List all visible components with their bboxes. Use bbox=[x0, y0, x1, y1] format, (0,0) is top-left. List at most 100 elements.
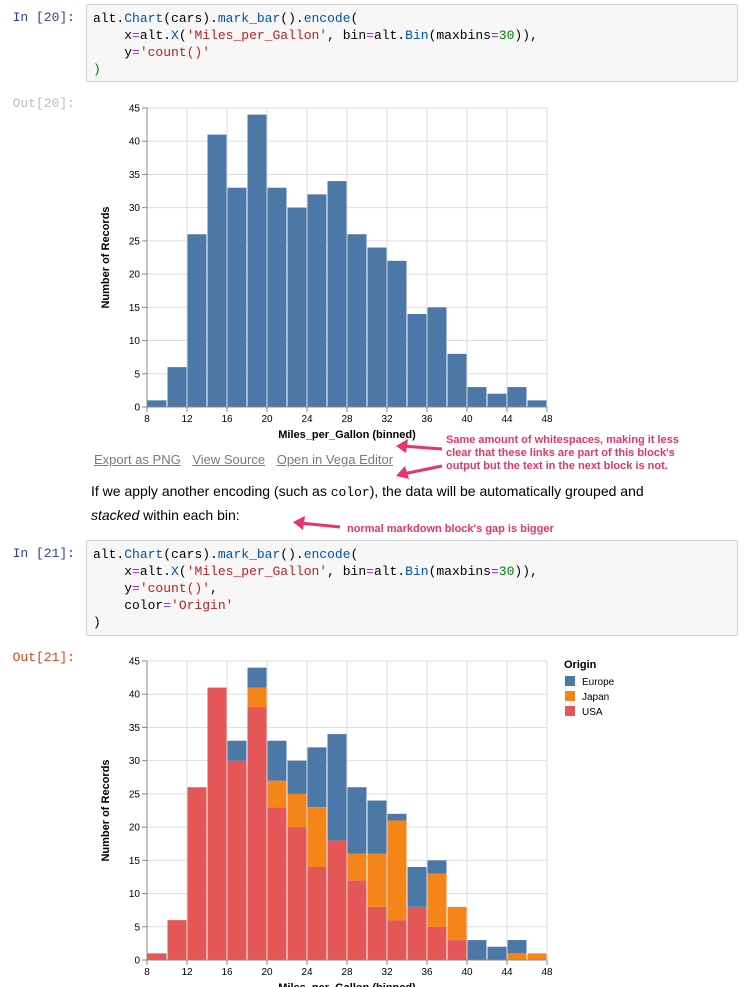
code-token: )), bbox=[514, 564, 538, 579]
code-token: ( bbox=[178, 28, 187, 43]
bar bbox=[307, 807, 327, 867]
code-token: 30 bbox=[498, 28, 515, 43]
x-tick-label: 20 bbox=[261, 967, 273, 978]
bar bbox=[147, 953, 167, 960]
bar bbox=[427, 873, 447, 927]
view-source-link[interactable]: View Source bbox=[192, 452, 266, 467]
code-token: ) bbox=[93, 62, 101, 77]
code-token: Bin bbox=[405, 28, 429, 43]
bar bbox=[327, 840, 347, 960]
legend: Origin Europe Japan USA bbox=[564, 659, 615, 718]
bar bbox=[267, 187, 287, 407]
code-token: = bbox=[163, 598, 172, 613]
y-tick-label: 20 bbox=[129, 270, 141, 281]
bar bbox=[247, 667, 267, 688]
y-tick-label: 30 bbox=[129, 756, 141, 767]
code-token: alt bbox=[139, 28, 164, 43]
annotation-line: clear that these links are part of this … bbox=[446, 447, 675, 459]
bar bbox=[507, 940, 527, 954]
code-token: , bin bbox=[327, 28, 367, 43]
bar bbox=[187, 787, 207, 960]
y-tick-label: 5 bbox=[134, 922, 140, 933]
y-tick-label: 35 bbox=[129, 723, 141, 734]
x-tick-label: 24 bbox=[301, 967, 313, 978]
code-token: Chart bbox=[124, 11, 164, 26]
bar bbox=[387, 813, 407, 821]
code-cell-input[interactable]: alt.Chart(cars).mark_bar().encode( x=alt… bbox=[86, 4, 738, 82]
x-tick-label: 28 bbox=[341, 414, 353, 425]
code-token: . bbox=[295, 11, 304, 26]
y-tick-label: 25 bbox=[129, 789, 141, 800]
x-tick-label: 16 bbox=[221, 967, 233, 978]
code-token: . bbox=[397, 28, 406, 43]
bar bbox=[287, 207, 307, 407]
legend-label: Europe bbox=[582, 677, 615, 688]
code-token: mark_bar bbox=[217, 11, 281, 26]
code-token: = bbox=[132, 581, 140, 596]
code-token: = bbox=[132, 28, 140, 43]
x-tick-label: 32 bbox=[381, 414, 393, 425]
x-tick-label: 40 bbox=[461, 414, 473, 425]
y-tick-label: 30 bbox=[129, 203, 141, 214]
bar bbox=[187, 234, 207, 407]
annotation-note: Same amount of whitespaces, making it le… bbox=[446, 434, 679, 473]
code-token: x bbox=[93, 564, 133, 579]
code-token: ( bbox=[350, 11, 359, 26]
bar bbox=[367, 800, 387, 854]
code-token: . bbox=[210, 547, 218, 562]
code-token: . bbox=[210, 11, 218, 26]
bar bbox=[507, 953, 527, 960]
bar bbox=[167, 920, 187, 960]
code-token: . bbox=[116, 547, 125, 562]
markdown-italic: stacked bbox=[91, 507, 140, 523]
code-token: alt bbox=[93, 11, 117, 26]
x-axis-title: Miles_per_Gallon (binned) bbox=[278, 429, 416, 441]
y-tick-label: 20 bbox=[129, 823, 141, 834]
y-tick-label: 40 bbox=[129, 690, 141, 701]
x-tick-label: 24 bbox=[301, 414, 313, 425]
bar bbox=[347, 234, 367, 407]
code-token: . bbox=[163, 564, 172, 579]
legend-swatch bbox=[565, 706, 575, 716]
annotation-note: normal markdown block's gap is bigger bbox=[347, 523, 554, 535]
bar bbox=[387, 260, 407, 407]
x-tick-label: 48 bbox=[541, 967, 553, 978]
code-token: 'count()' bbox=[139, 45, 211, 60]
bar bbox=[227, 760, 247, 960]
export-png-link[interactable]: Export as PNG bbox=[94, 452, 181, 467]
open-vega-editor-link[interactable]: Open in Vega Editor bbox=[276, 452, 394, 467]
bar bbox=[447, 353, 467, 407]
code-token: x bbox=[93, 28, 133, 43]
bar bbox=[307, 747, 327, 808]
bar bbox=[227, 187, 247, 407]
markdown-text: If we apply another encoding (such as bbox=[91, 483, 331, 499]
bar bbox=[407, 906, 427, 960]
code-cell-input[interactable]: alt.Chart(cars).mark_bar().encode( x=alt… bbox=[86, 540, 738, 636]
x-tick-label: 28 bbox=[341, 967, 353, 978]
code-token: (cars) bbox=[163, 547, 211, 562]
x-tick-label: 12 bbox=[181, 967, 193, 978]
bar bbox=[227, 740, 247, 761]
code-token: () bbox=[280, 11, 296, 26]
code-token: 'Miles_per_Gallon' bbox=[186, 564, 328, 579]
code-token: y bbox=[93, 581, 133, 596]
code-token: X bbox=[171, 564, 179, 579]
bar bbox=[527, 953, 547, 960]
code-token: mark_bar bbox=[217, 547, 281, 562]
code-token: Chart bbox=[124, 547, 164, 562]
bar bbox=[427, 926, 447, 960]
y-tick-label: 40 bbox=[129, 137, 141, 148]
bar bbox=[367, 906, 387, 960]
y-tick-label: 35 bbox=[129, 170, 141, 181]
bar bbox=[447, 906, 467, 941]
x-tick-label: 44 bbox=[501, 967, 513, 978]
bar bbox=[167, 367, 187, 407]
bar bbox=[467, 940, 487, 960]
y-tick-label: 0 bbox=[134, 956, 140, 967]
code-token: ( bbox=[350, 547, 359, 562]
bar bbox=[367, 853, 387, 907]
markdown-text: ), the data will be automatically groupe… bbox=[369, 483, 644, 499]
code-token: alt bbox=[373, 564, 398, 579]
y-tick-label: 25 bbox=[129, 236, 141, 247]
y-tick-label: 45 bbox=[129, 104, 141, 115]
